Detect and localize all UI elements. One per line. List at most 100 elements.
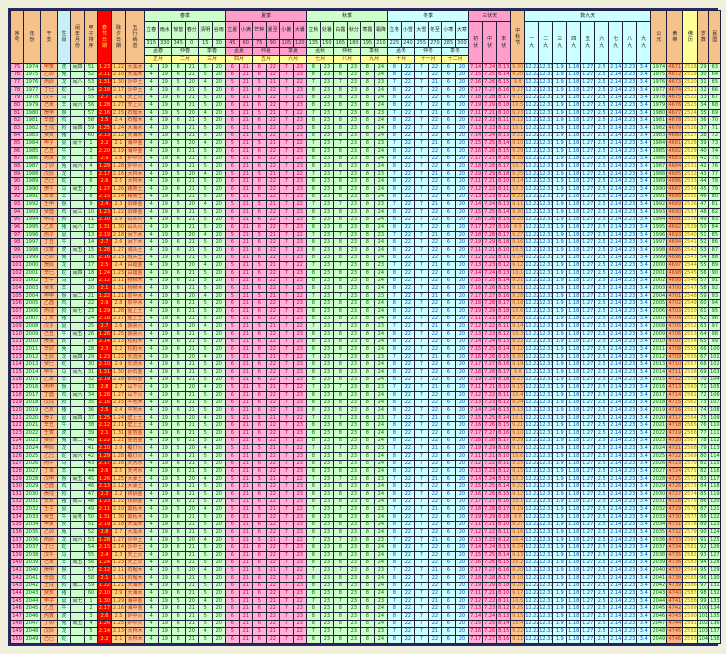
- cell-jiu-date[interactable]: 1.27: [580, 360, 596, 369]
- cell-term-day[interactable]: 6: [252, 307, 267, 316]
- cell-fu-date[interactable]: 7.17: [468, 85, 484, 95]
- cell-term-day[interactable]: 4: [144, 63, 159, 72]
- cell-term-day[interactable]: 21: [184, 215, 199, 225]
- cell-jiu-date[interactable]: 1.9: [552, 162, 568, 171]
- cell-term-day[interactable]: 7: [306, 444, 321, 453]
- cell-term-day[interactable]: 4: [144, 581, 159, 591]
- cell-term-day[interactable]: 22: [427, 497, 443, 507]
- cell-term-day[interactable]: 6: [225, 146, 240, 156]
- cell-jiu-date[interactable]: 12.22: [524, 421, 540, 430]
- cell-term-day[interactable]: 7: [279, 627, 294, 636]
- cell-chuxi-date[interactable]: 2.10: [111, 70, 126, 80]
- cell-term-day[interactable]: 7: [279, 535, 294, 545]
- cell-leap-month[interactable]: [70, 627, 85, 636]
- cell-term-day[interactable]: 20: [211, 291, 227, 301]
- cell-jiu-date[interactable]: 1.18: [566, 596, 582, 606]
- cell-jiu-date[interactable]: 12.22: [524, 215, 540, 225]
- cell-minguo-year[interactable]: 82: [708, 207, 722, 217]
- cell-term-day[interactable]: 4: [144, 230, 159, 240]
- cell-term-day[interactable]: 8: [360, 375, 375, 385]
- cell-term-day[interactable]: 4: [198, 230, 213, 240]
- cell-term-day[interactable]: 20: [454, 589, 470, 598]
- cell-ganzhi[interactable]: 壬申: [40, 200, 58, 209]
- cell-term-day[interactable]: 22: [400, 444, 416, 453]
- cell-term-day[interactable]: 4: [144, 291, 159, 301]
- cell-term-day[interactable]: 22: [400, 528, 416, 537]
- cell-nayin[interactable]: 天河水: [125, 459, 145, 469]
- cell-jiu-date[interactable]: 3.4: [636, 490, 652, 499]
- cell-leap-month[interactable]: 闰五: [70, 329, 85, 339]
- cell-zhongqiu-date[interactable]: 9.24: [510, 253, 526, 263]
- cell-zodiac[interactable]: 鼠: [57, 413, 71, 423]
- cell-term-day[interactable]: 4: [144, 169, 159, 179]
- cell-term-day[interactable]: 7: [306, 139, 321, 148]
- cell-nayin[interactable]: 覆灯火: [125, 451, 145, 461]
- cell-term-day[interactable]: 6: [171, 398, 186, 408]
- cell-term-day[interactable]: 8: [360, 299, 375, 308]
- cell-term-day[interactable]: 23: [292, 551, 308, 560]
- cell-fu-date[interactable]: 8.14: [496, 413, 512, 423]
- cell-jiu-date[interactable]: 1.18: [566, 146, 582, 156]
- cell-fu-date[interactable]: 7.28: [482, 436, 498, 446]
- cell-term-day[interactable]: 8: [360, 192, 375, 202]
- cell-term-day[interactable]: 4: [144, 467, 159, 476]
- cell-fu-date[interactable]: 7.21: [482, 108, 498, 118]
- cell-jiu-date[interactable]: 1.18: [566, 619, 582, 629]
- cell-jiu-date[interactable]: 1.9: [552, 634, 568, 645]
- cell-age[interactable]: 36: [697, 116, 710, 125]
- cell-jiu-date[interactable]: 12.31: [538, 230, 554, 240]
- cell-term-day[interactable]: 7: [306, 413, 321, 423]
- cell-term-day[interactable]: 7: [306, 352, 321, 362]
- cell-term-day[interactable]: 4: [144, 146, 159, 156]
- cell-fu-date[interactable]: 7.14: [468, 474, 484, 484]
- cell-chunjie-date[interactable]: 2.9: [97, 299, 112, 308]
- cell-minguo-year[interactable]: 74: [708, 146, 722, 156]
- cell-term-day[interactable]: 19: [157, 116, 172, 125]
- cell-term-day[interactable]: 6: [252, 314, 267, 324]
- cell-term-day[interactable]: 21: [238, 284, 254, 293]
- cell-nayin[interactable]: 炉中火: [125, 612, 145, 621]
- cell-term-day[interactable]: 6: [441, 375, 456, 385]
- cell-jiu-date[interactable]: 1.18: [566, 581, 582, 591]
- cell-term-day[interactable]: 22: [400, 70, 416, 80]
- cell-foli-year[interactable]: 2566: [682, 429, 699, 438]
- cell-leap-month[interactable]: [70, 444, 85, 453]
- cell-term-day[interactable]: 6: [252, 421, 267, 430]
- cell-jiu-date[interactable]: 12.31: [538, 162, 554, 171]
- cell-foli-year[interactable]: 2569: [682, 451, 699, 461]
- cell-term-day[interactable]: 8: [333, 215, 348, 225]
- cell-jiu-date[interactable]: 3.4: [636, 520, 652, 530]
- cell-leap-month[interactable]: 闰七: [70, 596, 85, 606]
- cell-term-day[interactable]: 22: [265, 482, 281, 491]
- cell-term-day[interactable]: 4: [144, 627, 159, 636]
- cell-term-day[interactable]: 8: [306, 177, 321, 186]
- cell-term-day[interactable]: 23: [346, 634, 362, 645]
- cell-term-day[interactable]: 22: [265, 581, 281, 591]
- cell-leap-month[interactable]: [70, 337, 85, 347]
- cell-term-day[interactable]: 21: [184, 329, 199, 339]
- cell-term-day[interactable]: 22: [292, 291, 308, 301]
- cell-serial[interactable]: 114: [10, 360, 24, 369]
- cell-term-day[interactable]: 20: [211, 230, 227, 240]
- cell-term-day[interactable]: 5: [198, 375, 213, 385]
- cell-foli-year[interactable]: 2548: [682, 291, 699, 301]
- cell-fu-date[interactable]: 7.21: [482, 383, 498, 392]
- cell-jiu-date[interactable]: 1.18: [566, 284, 582, 293]
- cell-jiu-date[interactable]: 1.9: [552, 352, 568, 362]
- cell-term-day[interactable]: 8: [360, 634, 375, 645]
- cell-age[interactable]: 49: [697, 215, 710, 225]
- cell-term-day[interactable]: 8: [333, 314, 348, 324]
- cell-term-day[interactable]: 21: [238, 429, 254, 438]
- cell-term-day[interactable]: 21: [184, 451, 199, 461]
- cell-minguo-year[interactable]: 71: [708, 124, 722, 133]
- cell-ganzhi[interactable]: 乙丑: [40, 146, 58, 156]
- cell-term-day[interactable]: 23: [292, 398, 308, 408]
- cell-age[interactable]: 85: [697, 490, 710, 499]
- cell-leap-month[interactable]: [70, 505, 85, 514]
- cell-term-day[interactable]: 5: [171, 444, 186, 453]
- cell-nayin[interactable]: 炉中火: [125, 154, 145, 164]
- cell-term-day[interactable]: 23: [346, 451, 362, 461]
- cell-term-day[interactable]: 21: [427, 474, 443, 484]
- cell-term-day[interactable]: 8: [333, 436, 348, 446]
- cell-jiu-date[interactable]: 1.27: [580, 139, 596, 148]
